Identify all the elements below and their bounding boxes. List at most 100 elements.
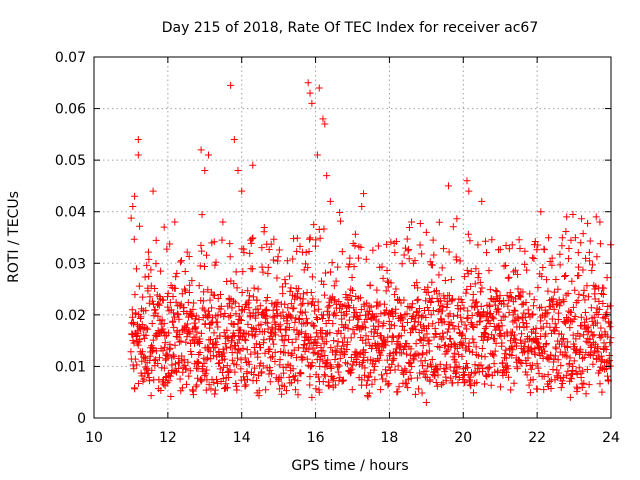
y-axis-label: ROTI / TECUs — [6, 191, 22, 283]
data-point — [370, 322, 378, 330]
data-point — [173, 269, 181, 277]
data-point — [380, 336, 388, 344]
data-point — [592, 283, 600, 291]
data-point — [378, 347, 386, 355]
data-point — [254, 353, 262, 361]
data-point — [558, 242, 566, 250]
data-point — [310, 322, 318, 330]
data-point — [584, 293, 592, 301]
data-point — [275, 325, 283, 333]
data-point — [547, 385, 555, 393]
data-point — [551, 327, 559, 335]
data-point — [257, 320, 265, 328]
x-tick-label: 16 — [307, 430, 325, 446]
data-point — [258, 263, 266, 271]
data-point — [234, 346, 242, 354]
data-point — [572, 335, 580, 343]
data-point — [527, 365, 535, 373]
data-point — [529, 310, 537, 318]
data-point — [261, 328, 269, 336]
data-point — [580, 379, 588, 387]
data-point — [395, 383, 403, 391]
data-point — [128, 306, 136, 314]
data-point — [427, 311, 435, 319]
y-tick-label: 0.01 — [55, 359, 86, 375]
data-point — [198, 247, 206, 255]
x-tick-label: 14 — [233, 430, 251, 446]
data-point — [269, 314, 277, 322]
data-point — [171, 341, 179, 349]
data-point — [336, 209, 344, 217]
data-point — [245, 360, 253, 368]
data-point — [406, 368, 414, 376]
data-point — [366, 369, 374, 377]
data-point — [508, 241, 516, 249]
data-point — [408, 218, 416, 226]
data-point — [487, 381, 495, 389]
data-point — [533, 246, 541, 254]
data-point — [160, 223, 168, 231]
data-point — [216, 291, 224, 299]
data-point — [428, 261, 436, 269]
data-point — [242, 381, 250, 389]
data-point — [297, 353, 305, 361]
data-point — [140, 375, 148, 383]
data-point — [298, 309, 306, 317]
data-point — [514, 315, 522, 323]
data-point — [173, 368, 181, 376]
data-point — [209, 352, 217, 360]
data-point — [575, 290, 583, 298]
data-point — [155, 301, 163, 309]
data-point — [340, 334, 348, 342]
data-point — [171, 313, 179, 321]
data-point — [273, 274, 281, 282]
data-point — [144, 369, 152, 377]
data-point — [488, 331, 496, 339]
data-point — [241, 382, 249, 390]
data-point — [485, 301, 493, 309]
data-point — [334, 361, 342, 369]
data-point — [550, 355, 558, 363]
data-point — [192, 323, 200, 331]
data-point — [219, 345, 227, 353]
data-point — [601, 365, 609, 373]
data-point — [134, 379, 142, 387]
x-axis-ticks: 10 12 14 16 18 20 22 24 — [85, 57, 620, 446]
data-point — [464, 307, 472, 315]
data-point — [402, 367, 410, 375]
data-point — [559, 379, 567, 387]
data-point — [236, 316, 244, 324]
data-point — [244, 287, 252, 295]
data-points — [127, 79, 615, 407]
data-point — [493, 288, 501, 296]
data-point — [510, 306, 518, 314]
data-point — [390, 354, 398, 362]
data-point — [563, 213, 571, 221]
data-point — [573, 385, 581, 393]
data-point — [520, 324, 528, 332]
data-point — [576, 332, 584, 340]
data-point — [518, 314, 526, 322]
data-point — [485, 363, 493, 371]
data-point — [214, 294, 222, 302]
data-point — [545, 234, 553, 242]
data-point — [285, 373, 293, 381]
data-point — [494, 367, 502, 375]
data-point — [163, 379, 171, 387]
data-point — [602, 346, 610, 354]
data-point — [321, 372, 329, 380]
data-point — [486, 320, 494, 328]
data-point — [289, 305, 297, 313]
data-point — [407, 374, 415, 382]
data-point — [442, 377, 450, 385]
data-point — [152, 347, 160, 355]
data-point — [311, 338, 319, 346]
y-axis-ticks: 0 0.01 0.02 0.03 0.04 0.05 0.06 0.07 — [55, 50, 611, 427]
data-point — [222, 383, 230, 391]
data-point — [307, 333, 315, 341]
data-point — [453, 215, 461, 223]
data-point — [557, 384, 565, 392]
data-point — [164, 303, 172, 311]
data-point — [228, 304, 236, 312]
data-point — [214, 323, 222, 331]
